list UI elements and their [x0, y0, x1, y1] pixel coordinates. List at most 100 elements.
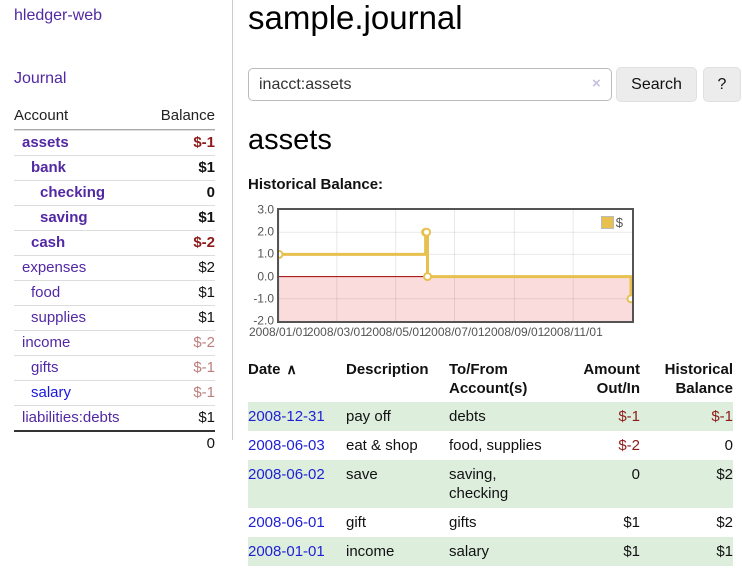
transaction-amount: 0	[631, 466, 640, 483]
page-title: sample.journal	[248, 0, 463, 36]
transaction-balance: 0	[724, 437, 733, 454]
historical-balance-chart: $ 3.0 2.0 1.0 0.0 -1.0 -2.0 2008/01/01 2008/03/…	[248, 203, 742, 348]
account-link[interactable]: assets	[22, 134, 69, 151]
account-heading: assets	[248, 124, 332, 156]
transaction-accounts: salary	[449, 543, 490, 560]
transaction-amount: $-1	[618, 408, 640, 425]
account-link[interactable]: expenses	[22, 259, 87, 276]
account-balance: $2	[198, 259, 215, 276]
account-link[interactable]: salary	[31, 384, 72, 401]
transaction-accounts: gifts	[449, 514, 477, 531]
account-balance: $1	[198, 309, 215, 326]
account-balance: $1	[198, 409, 215, 426]
transaction-date-link[interactable]: 2008-06-02	[248, 466, 325, 483]
sidebar-account-row: liabilities:debts $1	[14, 405, 215, 430]
transaction-description: pay off	[346, 408, 391, 425]
x-axis-tick-label: 2008/05/01	[365, 325, 426, 339]
sidebar-account-row: income $-2	[14, 330, 215, 355]
register-table: Date ∧ Description To/From Account(s) Amo…	[248, 360, 742, 566]
transaction-date-link[interactable]: 2008-12-31	[248, 408, 325, 425]
sidebar-account-row: cash $-2	[14, 230, 215, 255]
sidebar: hledger-web Journal Account Balance asse…	[0, 0, 233, 452]
sidebar-account-row: assets $-1	[14, 130, 215, 155]
register-body: 2008-12-31 pay off debts $-1 $-1 2008-06-03 ea…	[248, 402, 733, 566]
transaction-amount: $1	[623, 543, 640, 560]
account-balance: $-1	[193, 359, 215, 376]
x-axis-tick-label: 2008/09/01	[484, 325, 545, 339]
transaction-balance: $1	[716, 543, 733, 560]
sidebar-account-row: supplies $1	[14, 305, 215, 330]
account-link[interactable]: cash	[31, 234, 66, 251]
transaction-accounts: saving, checking	[449, 466, 509, 502]
account-balance: $1	[198, 284, 215, 301]
transaction-amount: $-2	[618, 437, 640, 454]
clear-search-icon[interactable]: ×	[592, 75, 601, 92]
sidebar-accounts-body: assets $-1 bank $1 checking 0 saving $1 cash $-2 e…	[14, 130, 215, 430]
app-brand-link[interactable]: hledger-web	[14, 7, 103, 24]
sidebar-account-row: food $1	[14, 280, 215, 305]
x-axis-tick-label: 2008/11/01	[543, 325, 603, 339]
chart-legend: $	[598, 214, 625, 231]
x-axis-tick-label: 2008/01/01	[248, 325, 310, 339]
column-header-balance: Historical Balance	[664, 361, 733, 397]
accounts-total-row: 0	[14, 430, 215, 456]
account-link[interactable]: food	[31, 284, 61, 301]
accounts-total-balance: 0	[206, 435, 215, 452]
column-header-accounts: To/From Account(s)	[449, 361, 528, 397]
register-row: 2008-01-01 income salary $1 $1	[248, 537, 733, 566]
transaction-accounts: food, supplies	[449, 437, 542, 454]
column-header-amount: Amount Out/In	[583, 361, 640, 397]
account-link[interactable]: gifts	[31, 359, 59, 376]
account-balance: $-1	[193, 384, 215, 401]
transaction-date-link[interactable]: 2008-06-03	[248, 437, 325, 454]
transaction-description: income	[346, 543, 395, 560]
account-balance: 0	[206, 184, 215, 201]
column-header-description: Description	[346, 361, 429, 378]
transaction-description: gift	[346, 514, 367, 531]
y-axis-tick-label: 0.0	[257, 269, 274, 284]
register-row: 2008-06-01 gift gifts $1 $2	[248, 508, 733, 537]
sidebar-account-row: bank $1	[14, 155, 215, 180]
y-axis-tick-label: 3.0	[257, 202, 274, 217]
register-row: 2008-12-31 pay off debts $-1 $-1	[248, 402, 733, 431]
y-axis-tick-label: 1.0	[257, 246, 274, 261]
transaction-description: save	[346, 466, 378, 483]
balance-column-header: Balance	[160, 107, 215, 124]
transaction-balance: $2	[716, 466, 733, 483]
sidebar-account-row: saving $1	[14, 205, 215, 230]
help-button[interactable]: ?	[703, 67, 741, 102]
account-link[interactable]: liabilities:debts	[22, 409, 120, 426]
account-link[interactable]: income	[22, 334, 71, 351]
column-header-date[interactable]: Date ∧	[248, 361, 297, 378]
x-axis-tick-label: 2008/03/01	[306, 325, 367, 339]
account-link[interactable]: bank	[31, 159, 67, 176]
account-balance: $-2	[193, 234, 215, 251]
account-balance: $-1	[193, 134, 215, 151]
account-balance: $1	[198, 209, 215, 226]
account-link[interactable]: saving	[40, 209, 88, 226]
y-axis-tick-label: 2.0	[257, 224, 274, 239]
transaction-balance: $2	[716, 514, 733, 531]
register-header-row: Date ∧ Description To/From Account(s) Amo…	[248, 360, 733, 400]
account-link[interactable]: checking	[40, 184, 106, 201]
transaction-description: eat & shop	[346, 437, 418, 454]
account-link[interactable]: supplies	[31, 309, 87, 326]
y-axis-tick-label: -2.0	[253, 313, 274, 328]
account-column-header: Account	[14, 107, 69, 124]
chart-canvas	[279, 210, 632, 321]
transaction-date-link[interactable]: 2008-01-01	[248, 543, 325, 560]
sidebar-account-row: expenses $2	[14, 255, 215, 280]
register-row: 2008-06-03 eat & shop food, supplies $-2 0	[248, 431, 733, 460]
register-row: 2008-06-02 save saving, checking 0 $2	[248, 460, 733, 508]
transaction-date-link[interactable]: 2008-06-01	[248, 514, 325, 531]
account-balance: $-2	[193, 334, 215, 351]
account-balance: $1	[198, 159, 215, 176]
search-button[interactable]: Search	[616, 67, 697, 102]
accounts-table-header: Account Balance	[14, 103, 215, 130]
sort-ascending-icon: ∧	[286, 361, 297, 377]
search-input[interactable]	[248, 68, 612, 101]
legend-swatch	[600, 216, 614, 229]
y-axis-tick-label: -1.0	[253, 291, 274, 306]
sidebar-item-journal[interactable]: Journal	[14, 70, 67, 87]
sidebar-account-row: salary $-1	[14, 380, 215, 405]
